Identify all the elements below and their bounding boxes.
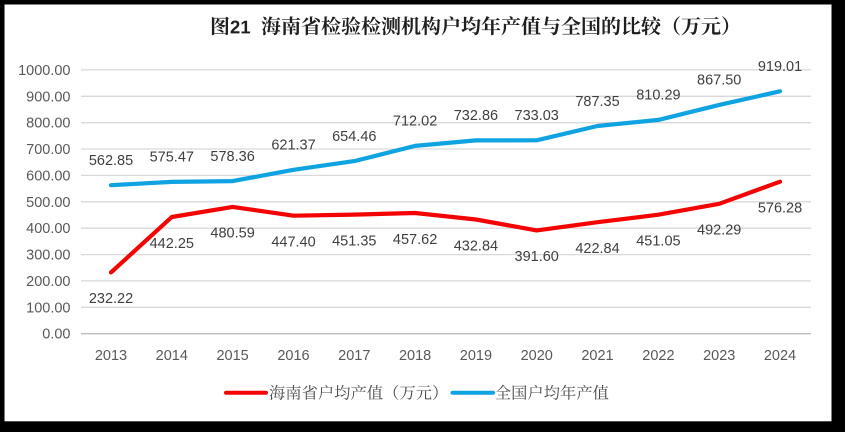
svg-text:733.03: 733.03 xyxy=(515,108,559,124)
svg-text:2020: 2020 xyxy=(521,348,553,364)
svg-text:2023: 2023 xyxy=(703,348,735,364)
svg-text:457.62: 457.62 xyxy=(393,232,437,248)
svg-text:2016: 2016 xyxy=(277,348,309,364)
svg-text:422.84: 422.84 xyxy=(575,241,619,257)
svg-text:432.84: 432.84 xyxy=(454,238,498,254)
svg-text:2018: 2018 xyxy=(399,348,431,364)
svg-text:2024: 2024 xyxy=(764,348,796,364)
svg-text:2015: 2015 xyxy=(216,348,248,364)
svg-text:900.00: 900.00 xyxy=(26,89,70,105)
svg-text:0.00: 0.00 xyxy=(42,327,70,343)
svg-text:442.25: 442.25 xyxy=(150,236,194,252)
svg-text:2013: 2013 xyxy=(95,348,127,364)
svg-text:300.00: 300.00 xyxy=(26,248,70,264)
svg-text:732.86: 732.86 xyxy=(454,108,498,124)
svg-text:600.00: 600.00 xyxy=(26,168,70,184)
svg-text:451.35: 451.35 xyxy=(332,233,376,249)
svg-text:562.85: 562.85 xyxy=(89,153,133,169)
svg-text:451.05: 451.05 xyxy=(636,234,680,250)
svg-text:867.50: 867.50 xyxy=(697,73,741,89)
svg-text:2014: 2014 xyxy=(156,348,188,364)
svg-text:500.00: 500.00 xyxy=(26,195,70,211)
svg-text:447.40: 447.40 xyxy=(271,235,315,251)
svg-text:2017: 2017 xyxy=(338,348,370,364)
svg-text:787.35: 787.35 xyxy=(575,94,619,110)
svg-text:578.36: 578.36 xyxy=(210,149,254,165)
svg-text:2022: 2022 xyxy=(642,348,674,364)
svg-text:492.29: 492.29 xyxy=(697,223,741,239)
svg-text:700.00: 700.00 xyxy=(26,142,70,158)
svg-text:712.02: 712.02 xyxy=(393,114,437,130)
svg-text:800.00: 800.00 xyxy=(26,116,70,132)
svg-text:621.37: 621.37 xyxy=(271,138,315,154)
svg-text:576.28: 576.28 xyxy=(758,201,802,217)
svg-text:391.60: 391.60 xyxy=(515,249,559,265)
svg-text:810.29: 810.29 xyxy=(636,88,680,104)
svg-text:100.00: 100.00 xyxy=(26,300,70,316)
svg-text:232.22: 232.22 xyxy=(89,291,133,307)
svg-text:654.46: 654.46 xyxy=(332,129,376,145)
svg-text:1000.00: 1000.00 xyxy=(18,63,70,79)
svg-text:2019: 2019 xyxy=(460,348,492,364)
svg-text:2021: 2021 xyxy=(581,348,613,364)
svg-text:400.00: 400.00 xyxy=(26,221,70,237)
svg-text:200.00: 200.00 xyxy=(26,274,70,290)
svg-text:919.01: 919.01 xyxy=(758,59,802,75)
svg-text:480.59: 480.59 xyxy=(210,226,254,242)
svg-text:575.47: 575.47 xyxy=(150,150,194,166)
